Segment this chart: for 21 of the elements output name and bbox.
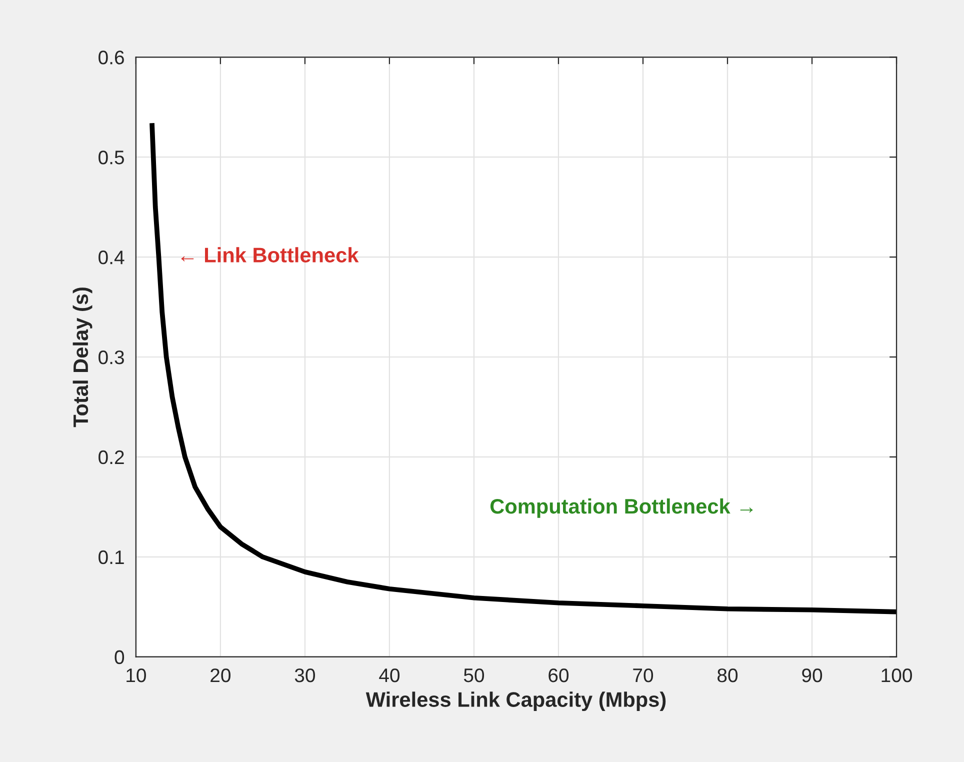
x-tick-label: 40 [379, 668, 400, 682]
annotation: Computation Bottleneck → [490, 498, 753, 518]
x-tick-label: 20 [210, 668, 230, 682]
y-axis-title: Total Delay (s) [72, 288, 92, 428]
y-tick-label: 0.5 [98, 150, 124, 164]
y-tick-label: 0 [114, 650, 124, 664]
x-tick-label: 30 [294, 668, 315, 682]
annotation: ← Link Bottleneck [181, 247, 359, 262]
y-tick-label: 0.3 [98, 350, 124, 364]
y-tick-label: 0.4 [98, 250, 124, 264]
x-tick-label: 60 [548, 668, 569, 682]
x-axis-title: Wireless Link Capacity (Mbps) [366, 692, 666, 712]
x-tick-label: 90 [802, 668, 822, 682]
x-tick-label: 50 [464, 668, 484, 682]
x-tick-label: 80 [718, 668, 738, 682]
y-tick-label: 0.1 [98, 550, 124, 564]
x-tick-label: 10 [126, 668, 146, 682]
y-tick-label: 0.2 [98, 450, 124, 464]
y-tick-label: 0.6 [98, 50, 124, 64]
x-tick-label: 70 [633, 668, 654, 682]
x-tick-label: 100 [882, 668, 912, 682]
